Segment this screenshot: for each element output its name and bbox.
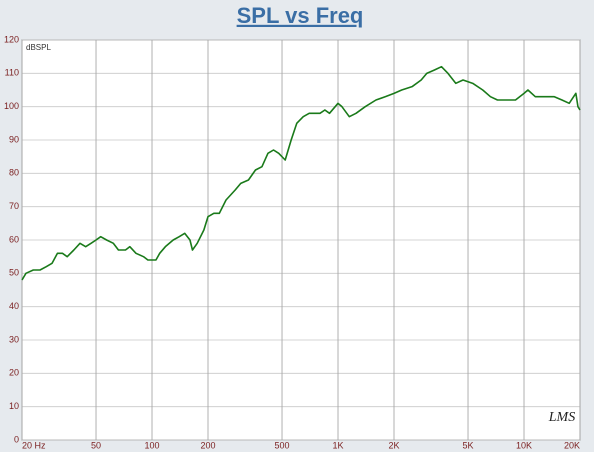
x-tick-label: 20K [564, 440, 580, 450]
y-tick-label: 120 [4, 34, 19, 44]
y-tick-label: 100 [4, 101, 19, 111]
x-tick-label: 20 Hz [22, 440, 46, 450]
x-tick-label: 100 [144, 440, 159, 450]
y-tick-label: 0 [14, 434, 19, 444]
x-tick-label: 5K [463, 440, 474, 450]
y-tick-label: 110 [5, 68, 19, 78]
data-line [21, 65, 581, 281]
y-tick-label: 10 [9, 401, 19, 411]
y-tick-label: 40 [9, 301, 19, 311]
x-tick-label: 500 [275, 440, 290, 450]
y-tick-label: 30 [9, 334, 19, 344]
x-tick-label: 200 [200, 440, 215, 450]
logo: LMS [548, 410, 575, 425]
x-tick-label: 10K [516, 440, 532, 450]
y-tick-label: 70 [9, 201, 19, 211]
y-tick-label: 80 [9, 168, 19, 178]
y-axis-label: dBSPL [26, 43, 51, 52]
y-tick-label: 60 [9, 234, 19, 244]
y-tick-label: 20 [9, 368, 19, 378]
chart-title: SPL vs Freq [237, 3, 364, 28]
x-tick-label: 1K [333, 440, 344, 450]
y-tick-label: 50 [9, 268, 19, 278]
y-tick-label: 90 [9, 134, 19, 144]
x-tick-label: 50 [91, 440, 101, 450]
x-tick-label: 2K [388, 440, 399, 450]
